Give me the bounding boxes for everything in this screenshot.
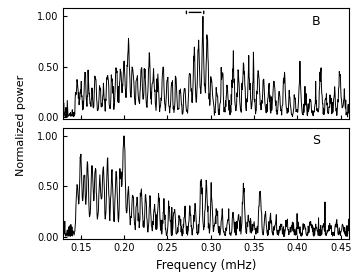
X-axis label: Frequency (mHz): Frequency (mHz) <box>156 259 257 272</box>
Text: S: S <box>312 134 320 148</box>
Text: B: B <box>312 15 321 28</box>
Text: Normalized power: Normalized power <box>16 75 26 176</box>
